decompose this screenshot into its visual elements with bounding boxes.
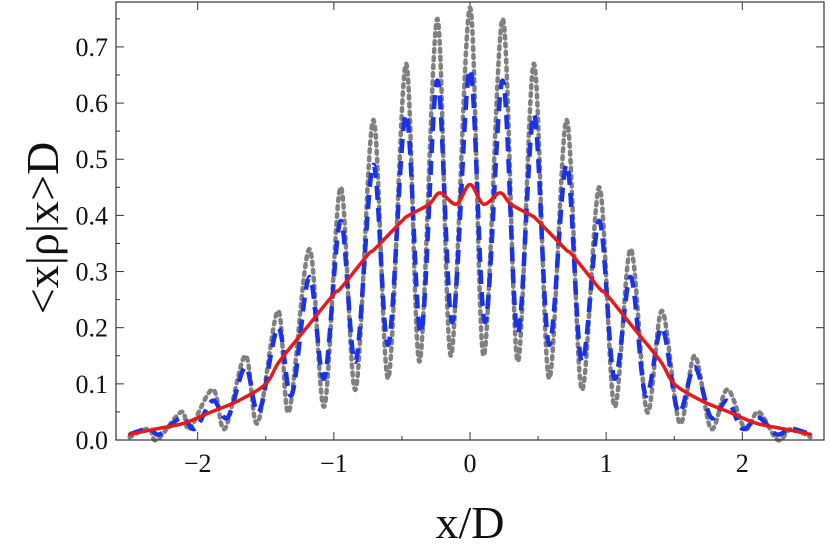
x-tick-label: −1	[320, 449, 348, 478]
series-line-dotted	[127, 5, 813, 443]
plot-frame	[115, 1, 825, 441]
y-tick-label: 0.6	[76, 89, 109, 118]
x-tick-label: 1	[600, 449, 613, 478]
series-line-solid	[127, 182, 813, 437]
y-tick-label: 0.3	[76, 258, 109, 287]
x-axis-title: x/D	[436, 497, 505, 548]
y-tick-label: 0.5	[76, 145, 109, 174]
y-tick-label: 0.7	[76, 33, 109, 62]
y-axis-title: <x|ρ|x>D	[17, 142, 68, 314]
x-tick-label: −2	[184, 449, 212, 478]
ticks-layer: −2 −1 0 1 2 0.0 0.1 0.2 0.3 0.4 0.5 0.6 0.7	[76, 2, 824, 478]
y-tick-label: 0.2	[76, 314, 109, 343]
series-layer	[127, 5, 813, 443]
y-tick-label: 0.4	[76, 201, 109, 230]
series-line-dashed	[128, 67, 812, 437]
x-tick-label: 2	[736, 449, 749, 478]
y-tick-label: 0.1	[76, 370, 109, 399]
y-tick-label: 0.0	[76, 426, 109, 455]
x-tick-label: 0	[464, 449, 477, 478]
